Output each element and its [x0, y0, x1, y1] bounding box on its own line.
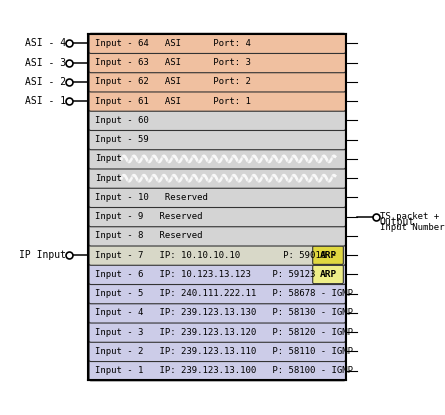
FancyBboxPatch shape: [89, 72, 345, 92]
Text: Input - 2   IP: 239.123.13.110   P: 58110 - IGMP: Input - 2 IP: 239.123.13.110 P: 58110 - …: [95, 347, 353, 356]
FancyBboxPatch shape: [89, 322, 345, 342]
Text: Input - 64   ASI      Port: 4: Input - 64 ASI Port: 4: [95, 39, 251, 48]
FancyBboxPatch shape: [89, 207, 345, 227]
Text: Input - 9   Reserved: Input - 9 Reserved: [95, 212, 203, 221]
Text: ARP: ARP: [320, 251, 337, 260]
FancyBboxPatch shape: [89, 283, 345, 304]
FancyBboxPatch shape: [89, 91, 345, 111]
Text: ASI - 1: ASI - 1: [25, 96, 66, 106]
FancyBboxPatch shape: [313, 265, 344, 283]
Text: Input: Input: [95, 154, 122, 164]
Text: Input - 7   IP: 10.10.10.10        P: 59010 -: Input - 7 IP: 10.10.10.10 P: 59010 -: [95, 251, 337, 260]
Text: Input - 60: Input - 60: [95, 116, 149, 125]
Text: Input - 63   ASI      Port: 3: Input - 63 ASI Port: 3: [95, 58, 251, 67]
FancyBboxPatch shape: [89, 245, 345, 265]
FancyBboxPatch shape: [89, 33, 345, 54]
FancyBboxPatch shape: [89, 342, 345, 361]
Text: Input - 8   Reserved: Input - 8 Reserved: [95, 232, 203, 240]
FancyBboxPatch shape: [89, 110, 345, 130]
Text: Input - 5   IP: 240.111.222.11   P: 58678 - IGMP: Input - 5 IP: 240.111.222.11 P: 58678 - …: [95, 289, 353, 298]
Text: Input - 1   IP: 239.123.13.100   P: 58100 - IGMP: Input - 1 IP: 239.123.13.100 P: 58100 - …: [95, 366, 353, 375]
FancyBboxPatch shape: [89, 53, 345, 73]
Text: ASI - 3: ASI - 3: [25, 58, 66, 68]
Text: Input: Input: [95, 174, 122, 183]
Text: Input - 6   IP: 10.123.13.123    P: 59123 -: Input - 6 IP: 10.123.13.123 P: 59123 -: [95, 270, 326, 279]
Text: Input - 59: Input - 59: [95, 135, 149, 144]
FancyBboxPatch shape: [89, 361, 345, 381]
Text: Output: Output: [380, 217, 415, 227]
Text: ASI - 2: ASI - 2: [25, 77, 66, 87]
FancyBboxPatch shape: [89, 303, 345, 323]
FancyBboxPatch shape: [89, 226, 345, 246]
FancyBboxPatch shape: [89, 168, 345, 188]
FancyBboxPatch shape: [89, 264, 345, 285]
Text: Input - 3   IP: 239.123.13.120   P: 58120 - IGMP: Input - 3 IP: 239.123.13.120 P: 58120 - …: [95, 328, 353, 337]
Text: Input - 61   ASI      Port: 1: Input - 61 ASI Port: 1: [95, 97, 251, 106]
Text: IP Input: IP Input: [19, 250, 66, 260]
FancyBboxPatch shape: [313, 246, 344, 264]
FancyBboxPatch shape: [89, 187, 345, 208]
FancyBboxPatch shape: [89, 149, 345, 169]
Text: Input - 10   Reserved: Input - 10 Reserved: [95, 193, 208, 202]
Text: Input - 4   IP: 239.123.13.130   P: 58130 - IGMP: Input - 4 IP: 239.123.13.130 P: 58130 - …: [95, 308, 353, 317]
Text: ASI - 4: ASI - 4: [25, 39, 66, 49]
Text: ARP: ARP: [320, 270, 337, 279]
Text: Input - 62   ASI      Port: 2: Input - 62 ASI Port: 2: [95, 78, 251, 86]
Text: TS packet +
Input Number: TS packet + Input Number: [380, 212, 444, 232]
FancyBboxPatch shape: [89, 129, 345, 150]
